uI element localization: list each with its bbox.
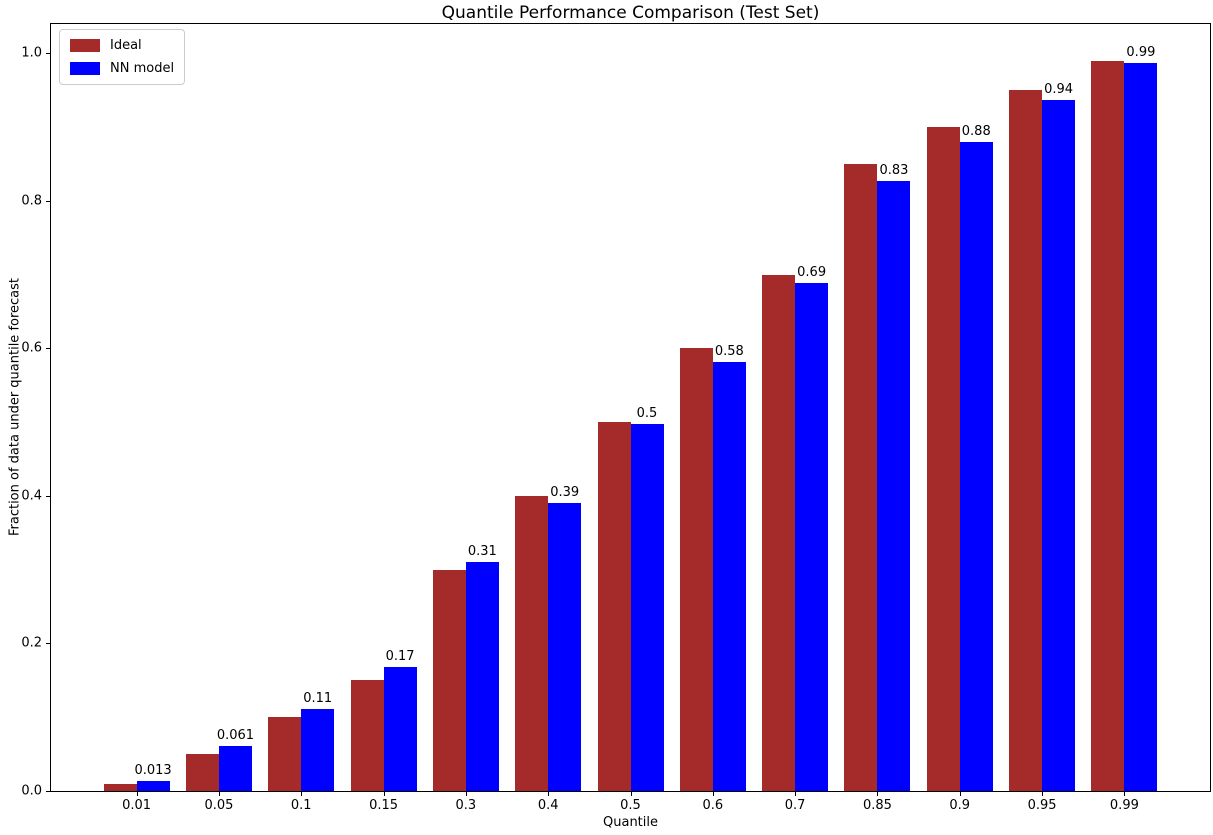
x-tick-label: 0.05	[204, 798, 234, 813]
y-tick-label: 0.8	[21, 193, 42, 209]
x-tick	[301, 792, 303, 796]
x-tick-label: 0.4	[537, 798, 559, 813]
bar-value-label: 0.013	[134, 763, 172, 779]
bar-nn-model	[548, 503, 582, 791]
bar-nn-model	[465, 562, 499, 791]
bar-ideal	[350, 680, 384, 791]
x-tick-label: 0.1	[290, 798, 312, 813]
x-tick-label: 0.3	[455, 798, 477, 813]
legend-swatch-icon	[70, 62, 100, 75]
legend-item: Ideal	[70, 38, 174, 53]
chart-title: Quantile Performance Comparison (Test Se…	[441, 3, 820, 23]
x-tick	[465, 792, 467, 796]
x-tick	[218, 792, 220, 796]
bar-ideal	[185, 754, 219, 791]
x-tick	[795, 792, 797, 796]
bar-ideal	[103, 783, 137, 791]
x-tick	[1124, 792, 1126, 796]
bar-nn-model	[795, 283, 829, 791]
y-tick-label: 0.6	[21, 340, 42, 356]
bar-ideal	[515, 495, 549, 791]
bar-nn-model	[301, 709, 335, 791]
bar-ideal	[268, 717, 302, 791]
x-tick-label: 0.6	[702, 798, 724, 813]
bar-value-label: 0.39	[550, 485, 580, 501]
bar-nn-model	[218, 746, 252, 791]
x-tick	[877, 792, 879, 796]
bar-value-label: 0.83	[879, 162, 909, 178]
y-tick-label: 0.0	[21, 783, 42, 799]
bar-nn-model	[1042, 99, 1076, 791]
bar-value-label: 0.58	[714, 344, 744, 360]
bar-value-label: 0.99	[1126, 44, 1156, 60]
x-tick	[630, 792, 632, 796]
bar-nn-model	[630, 424, 664, 791]
bar-nn-model	[383, 667, 417, 791]
bar-nn-model	[136, 781, 170, 791]
x-tick	[136, 792, 138, 796]
x-tick-label: 0.9	[949, 798, 971, 813]
x-tick	[1042, 792, 1044, 796]
bar-nn-model	[1124, 62, 1158, 791]
x-tick-label: 0.15	[369, 798, 399, 813]
bar-value-label: 0.69	[797, 265, 827, 281]
bar-ideal	[679, 348, 713, 791]
legend-swatch-icon	[70, 39, 100, 52]
bar-ideal	[762, 274, 796, 791]
plot-area: 0.013 0.061 0.11 0.17 0.31 0.39 0.5 0.58 0.69 0.8…	[50, 23, 1211, 792]
legend: Ideal NN model	[59, 29, 186, 85]
legend-label: Ideal	[110, 38, 142, 53]
bar-nn-model	[877, 180, 911, 791]
y-tick	[46, 643, 50, 645]
x-tick-label: 0.95	[1027, 798, 1057, 813]
bar-nn-model	[959, 142, 993, 791]
x-tick-label: 0.01	[122, 798, 152, 813]
x-tick	[548, 792, 550, 796]
bar-ideal	[597, 422, 631, 791]
x-tick	[383, 792, 385, 796]
bar-value-label: 0.5	[636, 406, 658, 422]
y-tick-label: 1.0	[21, 45, 42, 61]
bar-ideal	[1091, 60, 1125, 791]
x-tick-label: 0.99	[1109, 798, 1139, 813]
bar-ideal	[926, 126, 960, 791]
y-tick	[46, 495, 50, 497]
y-tick	[46, 53, 50, 55]
bar-ideal	[432, 569, 466, 791]
x-axis-label: Quantile	[603, 815, 658, 830]
x-tick	[712, 792, 714, 796]
bar-ideal	[844, 163, 878, 791]
bar-value-label: 0.94	[1044, 81, 1074, 97]
legend-label: NN model	[110, 61, 175, 76]
legend-item: NN model	[70, 61, 174, 76]
y-tick	[46, 791, 50, 792]
bar-value-label: 0.17	[385, 649, 415, 664]
bar-nn-model	[712, 362, 746, 791]
x-tick	[959, 792, 961, 796]
y-tick	[46, 348, 50, 350]
y-tick-label: 0.2	[21, 635, 42, 651]
bar-value-label: 0.31	[467, 544, 497, 560]
bar-ideal	[1009, 90, 1043, 791]
y-tick-label: 0.4	[21, 488, 42, 504]
y-axis-label: Fraction of data under quantile forecast	[7, 277, 23, 537]
x-tick-label: 0.7	[784, 798, 806, 813]
x-tick-label: 0.5	[620, 798, 641, 813]
y-tick	[46, 200, 50, 202]
bar-value-label: 0.061	[216, 728, 255, 743]
x-tick-label: 0.85	[862, 798, 892, 813]
bar-value-label: 0.11	[303, 691, 333, 707]
bar-value-label: 0.88	[961, 124, 991, 140]
